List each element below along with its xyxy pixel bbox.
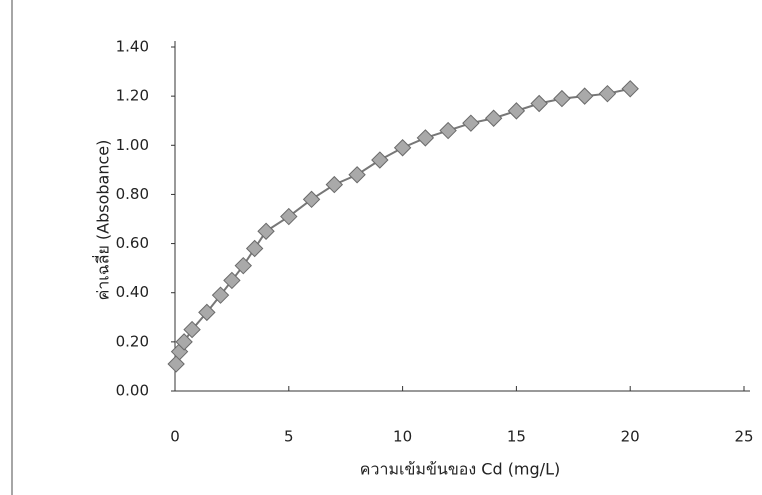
chart: ความเข้มข้นของ Cd (mg/L) ค่าเฉลี่ย (Abso… bbox=[0, 0, 762, 495]
y-tick-label: 0.00 bbox=[116, 382, 149, 400]
y-tick-label: 0.60 bbox=[116, 234, 149, 252]
background bbox=[0, 0, 762, 495]
y-tick-label: 0.40 bbox=[116, 283, 149, 301]
x-axis-label: ความเข้มข้นของ Cd (mg/L) bbox=[360, 460, 560, 479]
x-tick-label: 5 bbox=[284, 428, 294, 446]
y-tick-label: 0.80 bbox=[116, 185, 149, 203]
y-axis-label: ค่าเฉลี่ย (Absobance) bbox=[92, 140, 113, 301]
x-tick-label: 25 bbox=[734, 428, 753, 446]
y-tick-label: 1.20 bbox=[116, 87, 149, 105]
y-tick-label: 1.40 bbox=[116, 38, 149, 56]
x-tick-label: 0 bbox=[170, 428, 180, 446]
y-tick-label: 0.20 bbox=[116, 332, 149, 350]
x-tick-label: 10 bbox=[393, 428, 412, 446]
y-tick-label: 1.00 bbox=[116, 136, 149, 154]
x-tick-label: 15 bbox=[507, 428, 526, 446]
x-tick-label: 20 bbox=[621, 428, 640, 446]
